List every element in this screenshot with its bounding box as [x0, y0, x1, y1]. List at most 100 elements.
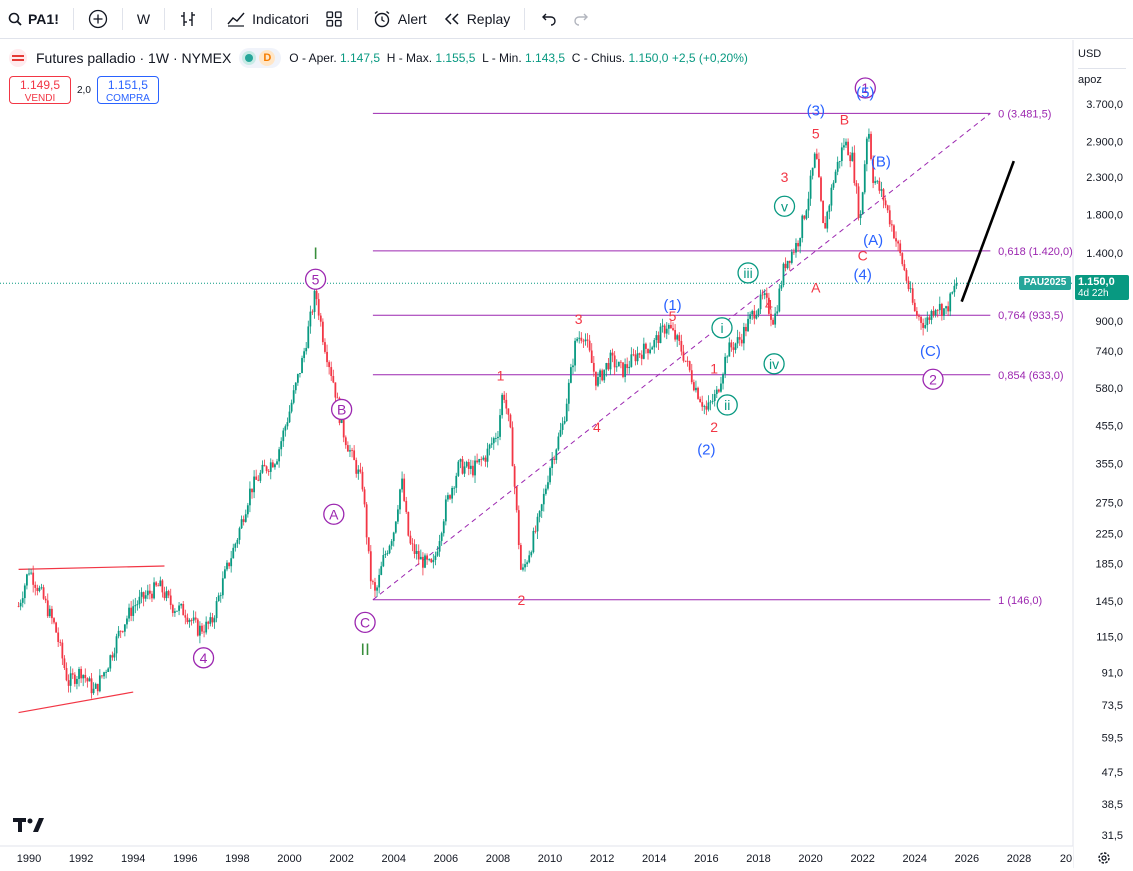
currency-select[interactable]: USD	[1078, 48, 1126, 69]
trend-line	[18, 691, 134, 714]
candle-body	[330, 367, 333, 377]
scale-mode-label: apoz	[1078, 74, 1102, 86]
wave-label-circle	[854, 77, 876, 99]
candle-body	[407, 512, 410, 536]
candle-body	[757, 309, 760, 316]
candle-body	[36, 587, 39, 592]
sell-button[interactable]: 1.149,5 VENDI	[9, 76, 71, 104]
candle-body	[171, 605, 174, 613]
buy-button[interactable]: 1.151,5 COMPRA	[96, 76, 159, 104]
tradingview-logo[interactable]	[13, 814, 45, 840]
candle-body	[201, 625, 203, 632]
candle-body	[649, 349, 651, 354]
candle-body	[484, 457, 487, 462]
wave-label: C	[360, 614, 370, 630]
candle-body	[65, 667, 68, 681]
fib-retracement[interactable]: 0 (3.481,5) 0,618 (1.420,0) 0,764 (933,5) 0…	[372, 108, 1073, 607]
candle-body	[672, 328, 674, 331]
candle-body	[467, 462, 470, 469]
chart-legend: Futures palladio · 1W · NYMEX D O - Aper…	[8, 48, 748, 68]
undo-button[interactable]	[531, 0, 565, 38]
candle-body	[949, 293, 952, 312]
candle-body	[424, 555, 426, 568]
wave-labels: I5BACII43412(1)5(2)12iiiiiiivv435(3)AB1(…	[192, 77, 944, 669]
candle-body	[542, 493, 545, 505]
candle-body	[163, 592, 166, 599]
candle-body	[105, 671, 108, 673]
candle-body	[893, 225, 895, 239]
candle-body	[449, 495, 451, 499]
candle-body	[430, 559, 433, 563]
candle-body	[678, 335, 681, 341]
fib-level-label: 1 (146,0)	[998, 595, 1042, 607]
candle-body	[534, 530, 537, 532]
candle-body	[636, 353, 639, 362]
wave-label: iii	[743, 265, 752, 281]
candle-body	[61, 642, 64, 659]
trend-line	[18, 565, 165, 570]
candle-body	[588, 340, 591, 351]
layouts-button[interactable]	[317, 0, 351, 38]
time-tick-label: 2022	[850, 853, 874, 865]
candle-body	[317, 299, 320, 316]
compare-button[interactable]	[80, 0, 116, 38]
candle-body	[249, 488, 251, 506]
replay-button[interactable]: Replay	[435, 0, 519, 38]
candle-body	[397, 509, 399, 522]
price-axis[interactable]: 3.700,0 2.900,0 2.300,0 1.800,0 1.400,0 900,0…	[1072, 40, 1133, 868]
indicators-icon	[226, 10, 246, 28]
candle-body	[940, 303, 943, 316]
indicators-button[interactable]: Indicatori	[218, 0, 317, 38]
candle-body	[390, 541, 393, 546]
candle-body	[76, 678, 78, 684]
market-status-pill[interactable]: D	[239, 48, 282, 68]
candle-body	[226, 562, 228, 570]
candle-body	[353, 450, 356, 461]
chart-title[interactable]: Futures palladio · 1W · NYMEX	[36, 50, 232, 66]
candle-body	[524, 564, 526, 568]
scale-mode-select[interactable]: apoz	[1078, 74, 1126, 92]
candle-body	[426, 555, 428, 560]
candle-body	[442, 521, 445, 534]
candle-body	[215, 601, 218, 619]
candle-body	[213, 618, 216, 623]
candle-body	[913, 302, 916, 312]
candle-body	[776, 311, 779, 314]
wave-label: 1	[497, 368, 505, 384]
candle-body	[113, 653, 116, 658]
candle-body	[818, 158, 820, 178]
candle-body	[361, 471, 364, 490]
trend-lines[interactable]	[18, 112, 1016, 714]
interval-button[interactable]: W	[129, 0, 158, 38]
candle-body	[382, 555, 385, 567]
wave-label: A	[811, 279, 821, 295]
redo-button[interactable]	[565, 0, 599, 38]
alert-button[interactable]: Alert	[364, 0, 435, 38]
candle-body	[928, 317, 931, 320]
candle-body	[463, 466, 466, 474]
candle-body	[722, 374, 724, 384]
candle-body	[388, 545, 391, 554]
time-tick-label: 2002	[329, 853, 353, 865]
wave-label: A	[329, 506, 339, 522]
price-axis-bg	[1073, 40, 1133, 846]
candle-body	[469, 465, 472, 469]
time-tick-label: 2000	[277, 853, 301, 865]
chart-type-button[interactable]	[171, 0, 205, 38]
candle-body	[53, 618, 55, 623]
time-tick-label: 2016	[694, 853, 718, 865]
candle-body	[826, 211, 829, 229]
candle-body	[888, 210, 891, 225]
time-tick-label: 2008	[486, 853, 510, 865]
time-axis[interactable]: 1990 1992 1994 1996 1998 2000 2002 2004 2006 2008…	[0, 845, 1073, 868]
settings-button[interactable]	[1096, 850, 1112, 871]
price-tick-label: 1.400,0	[1086, 248, 1123, 260]
candle-body	[269, 462, 272, 472]
candle-body	[82, 674, 85, 679]
candle-body	[936, 309, 939, 311]
candle-body	[209, 617, 212, 624]
candle-body	[943, 308, 945, 316]
candle-body	[897, 241, 900, 244]
symbol-search[interactable]: PA1!	[0, 0, 67, 38]
